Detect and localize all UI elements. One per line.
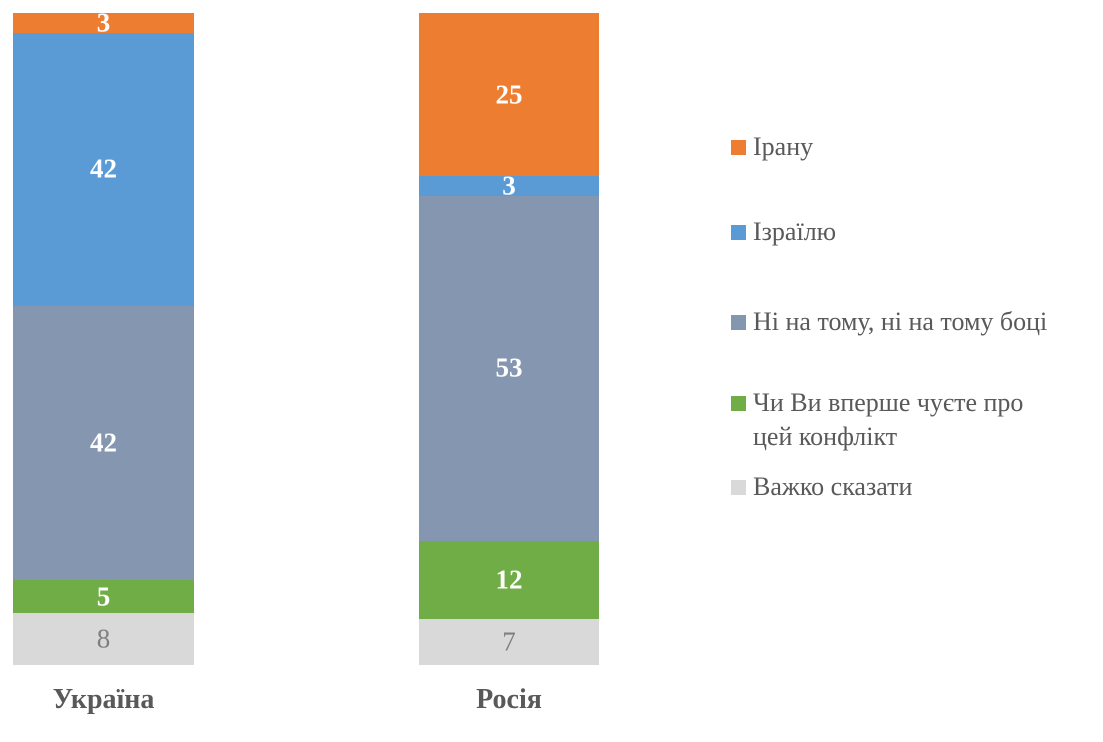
data-label: 25 xyxy=(495,79,523,109)
legend-item: Ізраїлю xyxy=(731,215,836,249)
data-label: 5 xyxy=(96,581,111,611)
legend-label: Ірану xyxy=(753,132,814,161)
bar-segment: 12 xyxy=(419,541,599,620)
bar-segment: 3 xyxy=(13,9,194,36)
bar-segment: 53 xyxy=(419,195,599,542)
bar-russia: 25 3 53 12 7 xyxy=(419,13,599,665)
legend-item: Чи Ви вперше чуєте про цей конфлікт xyxy=(731,386,1023,454)
bar-segment: 42 xyxy=(13,32,194,307)
legend-swatch-icon xyxy=(731,140,746,155)
bar-segment: 3 xyxy=(419,172,599,199)
bar-segment: 25 xyxy=(419,13,599,176)
data-label: 7 xyxy=(502,626,516,657)
bar-ukraine: 3 42 42 5 8 xyxy=(13,9,194,665)
category-label-russia: Росія xyxy=(476,684,542,715)
category-label-ukraine: Україна xyxy=(52,684,155,715)
legend-item: Ірану xyxy=(731,130,813,164)
data-label: 42 xyxy=(90,427,117,458)
data-label: 12 xyxy=(495,564,523,595)
legend-item: Ні на тому, ні на тому боці xyxy=(731,305,1047,339)
legend-label: Ні на тому, ні на тому боці xyxy=(753,307,1048,336)
bar-segment: 7 xyxy=(419,619,599,665)
legend-swatch-icon xyxy=(731,315,746,330)
data-label: 3 xyxy=(502,170,516,201)
legend-item: Важко сказати xyxy=(731,470,912,504)
legend-swatch-icon xyxy=(731,396,746,411)
data-label: 8 xyxy=(96,623,111,654)
bar-segment: 8 xyxy=(13,612,194,665)
legend-label: Ізраїлю xyxy=(753,217,837,246)
legend-label: Важко сказати xyxy=(753,472,913,501)
legend-swatch-icon xyxy=(731,225,746,240)
data-label: 53 xyxy=(495,352,523,383)
bar-segment: 42 xyxy=(13,306,194,581)
legend-swatch-icon xyxy=(731,480,746,495)
legend-label: Чи Ви вперше чуєте про цей конфлікт xyxy=(753,388,1024,451)
data-label: 3 xyxy=(96,7,111,38)
data-label: 42 xyxy=(90,153,117,184)
bar-segment: 5 xyxy=(13,580,194,613)
